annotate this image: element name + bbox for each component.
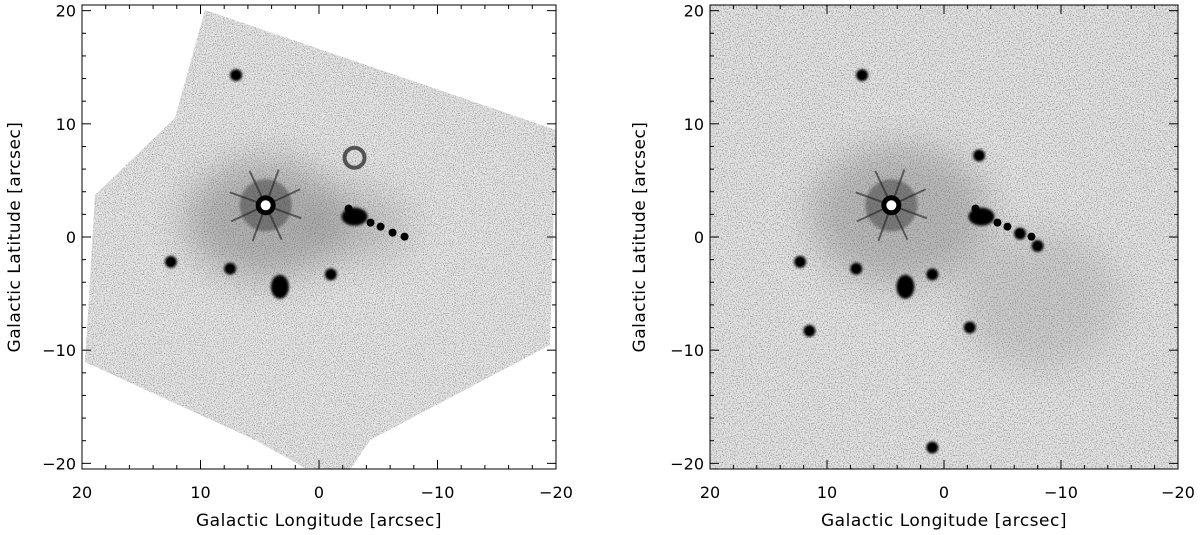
right-x-tick-labels: 20 10 0 −10 −20	[700, 483, 1195, 502]
panel-right: 20 10 0 −10 −20 20 10 0 −10 −20 Galactic Longitu…	[630, 2, 1195, 531]
right-image	[710, 5, 1178, 469]
source-point	[973, 149, 986, 162]
y-tick-label: 20	[684, 2, 704, 21]
right-sources	[794, 69, 1044, 454]
right-ticks	[709, 5, 1179, 469]
y-tick-label: −10	[670, 341, 704, 360]
source-point	[926, 268, 939, 281]
right-x-axis-title: Galactic Longitude [arcsec]	[821, 511, 1067, 531]
x-tick-label: −10	[421, 483, 455, 502]
source-cluster	[341, 204, 409, 241]
x-tick-label: 10	[817, 483, 837, 502]
left-ticks	[81, 5, 557, 469]
source-blob	[270, 274, 289, 299]
source-point	[324, 268, 337, 281]
y-tick-label: −20	[42, 454, 76, 473]
source-point	[164, 255, 177, 268]
source-blob	[896, 274, 915, 299]
y-tick-label: −10	[42, 341, 76, 360]
y-tick-label: −20	[670, 454, 704, 473]
left-sources	[164, 69, 409, 299]
source-point	[230, 69, 243, 82]
x-tick-label: 20	[700, 483, 720, 502]
left-y-axis-title: Galactic Latitude [arcsec]	[5, 122, 25, 353]
x-tick-label: 0	[314, 483, 324, 502]
source-ring	[342, 145, 367, 170]
source-point	[1031, 240, 1044, 253]
x-tick-label: −10	[1044, 483, 1078, 502]
right-y-axis-title: Galactic Latitude [arcsec]	[630, 122, 650, 353]
source-point	[224, 262, 237, 275]
x-tick-label: −20	[1161, 483, 1195, 502]
left-x-tick-labels: 20 10 0 −10 −20	[72, 483, 573, 502]
left-y-tick-labels: 20 10 0 −10 −20	[42, 2, 76, 474]
y-tick-label: 10	[684, 115, 704, 134]
x-tick-label: −20	[539, 483, 573, 502]
source-point	[794, 255, 807, 268]
left-image	[85, 10, 556, 470]
y-tick-label: 20	[56, 2, 76, 21]
y-tick-label: 0	[694, 228, 704, 247]
right-y-tick-labels: 20 10 0 −10 −20	[670, 2, 704, 474]
source-point	[850, 262, 863, 275]
x-tick-label: 20	[72, 483, 92, 502]
x-tick-label: 10	[190, 483, 210, 502]
panel-left: 20 10 0 −10 −20 20 10 0 −10 −20 Galactic Longitu…	[5, 2, 573, 531]
y-tick-label: 10	[56, 115, 76, 134]
source-point	[1014, 227, 1027, 240]
source-point	[856, 69, 869, 82]
source-point	[963, 321, 976, 334]
source-point	[803, 324, 816, 337]
source-bright-star	[229, 169, 302, 242]
x-tick-label: 0	[939, 483, 949, 502]
y-tick-label: 0	[66, 228, 76, 247]
left-x-axis-title: Galactic Longitude [arcsec]	[196, 511, 442, 531]
source-bright-star	[855, 169, 928, 242]
source-point	[926, 441, 939, 454]
